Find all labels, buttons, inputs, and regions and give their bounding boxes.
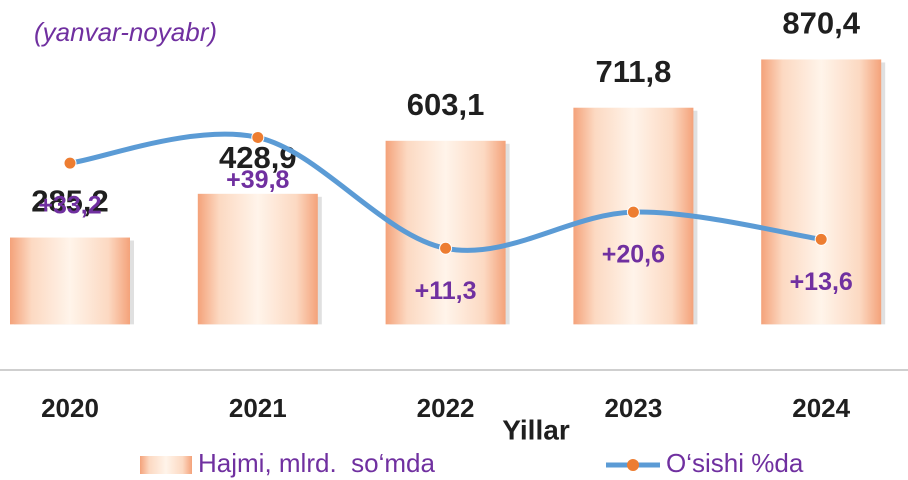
bar <box>761 59 882 325</box>
legend-marker <box>627 459 639 471</box>
bar-value-label: 870,4 <box>782 6 860 41</box>
line-value-label: +11,3 <box>415 277 477 305</box>
bar-value-label: 711,8 <box>595 54 671 89</box>
bar-value-label: 603,1 <box>407 87 485 122</box>
line-marker <box>63 156 77 170</box>
line-marker <box>814 232 828 246</box>
x-tick-label: 2020 <box>41 393 99 423</box>
legend-label: Hajmi, mlrd. so‘mda <box>198 448 435 478</box>
x-axis-label: Yillar <box>502 414 570 445</box>
line-marker <box>439 241 453 255</box>
line-value-label: +39,8 <box>226 166 289 194</box>
line-marker <box>626 205 640 219</box>
x-tick-label: 2024 <box>792 393 850 423</box>
bar-value-label: 285,2 <box>31 184 109 219</box>
line-marker <box>251 130 265 144</box>
x-tick-label: 2021 <box>229 393 287 423</box>
line-value-label: +33,2 <box>38 192 101 220</box>
legend-label: O‘sishi %da <box>666 448 804 478</box>
line-value-label: +13,6 <box>790 268 853 296</box>
line-value-label: +20,6 <box>602 241 665 269</box>
subtitle: (yanvar-noyabr) <box>34 17 217 47</box>
bar <box>10 237 130 325</box>
legend-swatch <box>140 456 192 474</box>
x-tick-label: 2023 <box>604 393 662 423</box>
x-tick-label: 2022 <box>417 393 475 423</box>
bar <box>197 193 318 325</box>
